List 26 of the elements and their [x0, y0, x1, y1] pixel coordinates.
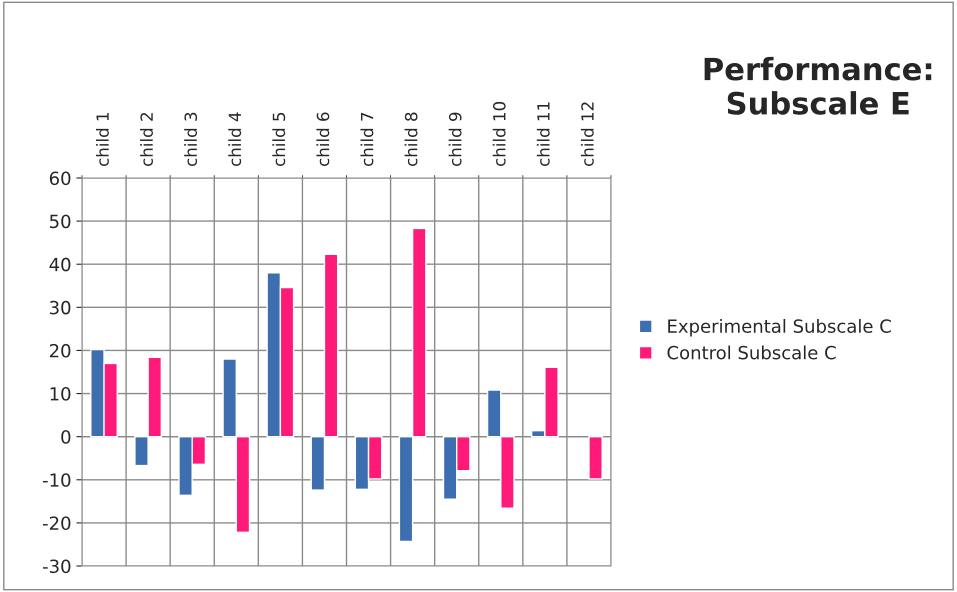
y-tick-label: 60 — [50, 171, 70, 186]
y-tick-label: -30 — [42, 559, 70, 574]
y-tick-label: 40 — [49, 258, 70, 272]
legend-label: Control Subscale C — [667, 345, 836, 360]
y-tick-label: -10 — [42, 473, 70, 487]
y-tick-label: 50 — [50, 214, 70, 228]
x-tick-label: child 10 — [492, 102, 506, 166]
legend-label: Experimental Subscale C — [668, 318, 891, 336]
x-tick-label: child 5 — [272, 112, 286, 166]
x-tick-label: child 6 — [316, 112, 330, 166]
x-tick-label: child 1 — [96, 112, 109, 166]
bar — [588, 436, 603, 480]
x-tick-label: child 2 — [140, 113, 153, 166]
text: Performance: Subscale E — [704, 56, 932, 115]
y-tick-label: 30 — [50, 300, 70, 314]
y-tick-label: 20 — [50, 344, 70, 358]
x-tick-label: child 11 — [536, 102, 550, 166]
x-tick-label: child 8 — [404, 112, 418, 166]
y-tick-label: -20 — [42, 516, 70, 530]
x-tick-label: child 9 — [448, 112, 462, 166]
x-tick-label: child 7 — [360, 112, 374, 166]
x-tick-label: child 4 — [228, 112, 242, 166]
x-tick-label: child 12 — [580, 102, 594, 166]
y-tick-label: 0 — [61, 430, 70, 444]
x-tick-label: child 3 — [184, 112, 198, 166]
y-tick-label: 10 — [50, 387, 70, 401]
